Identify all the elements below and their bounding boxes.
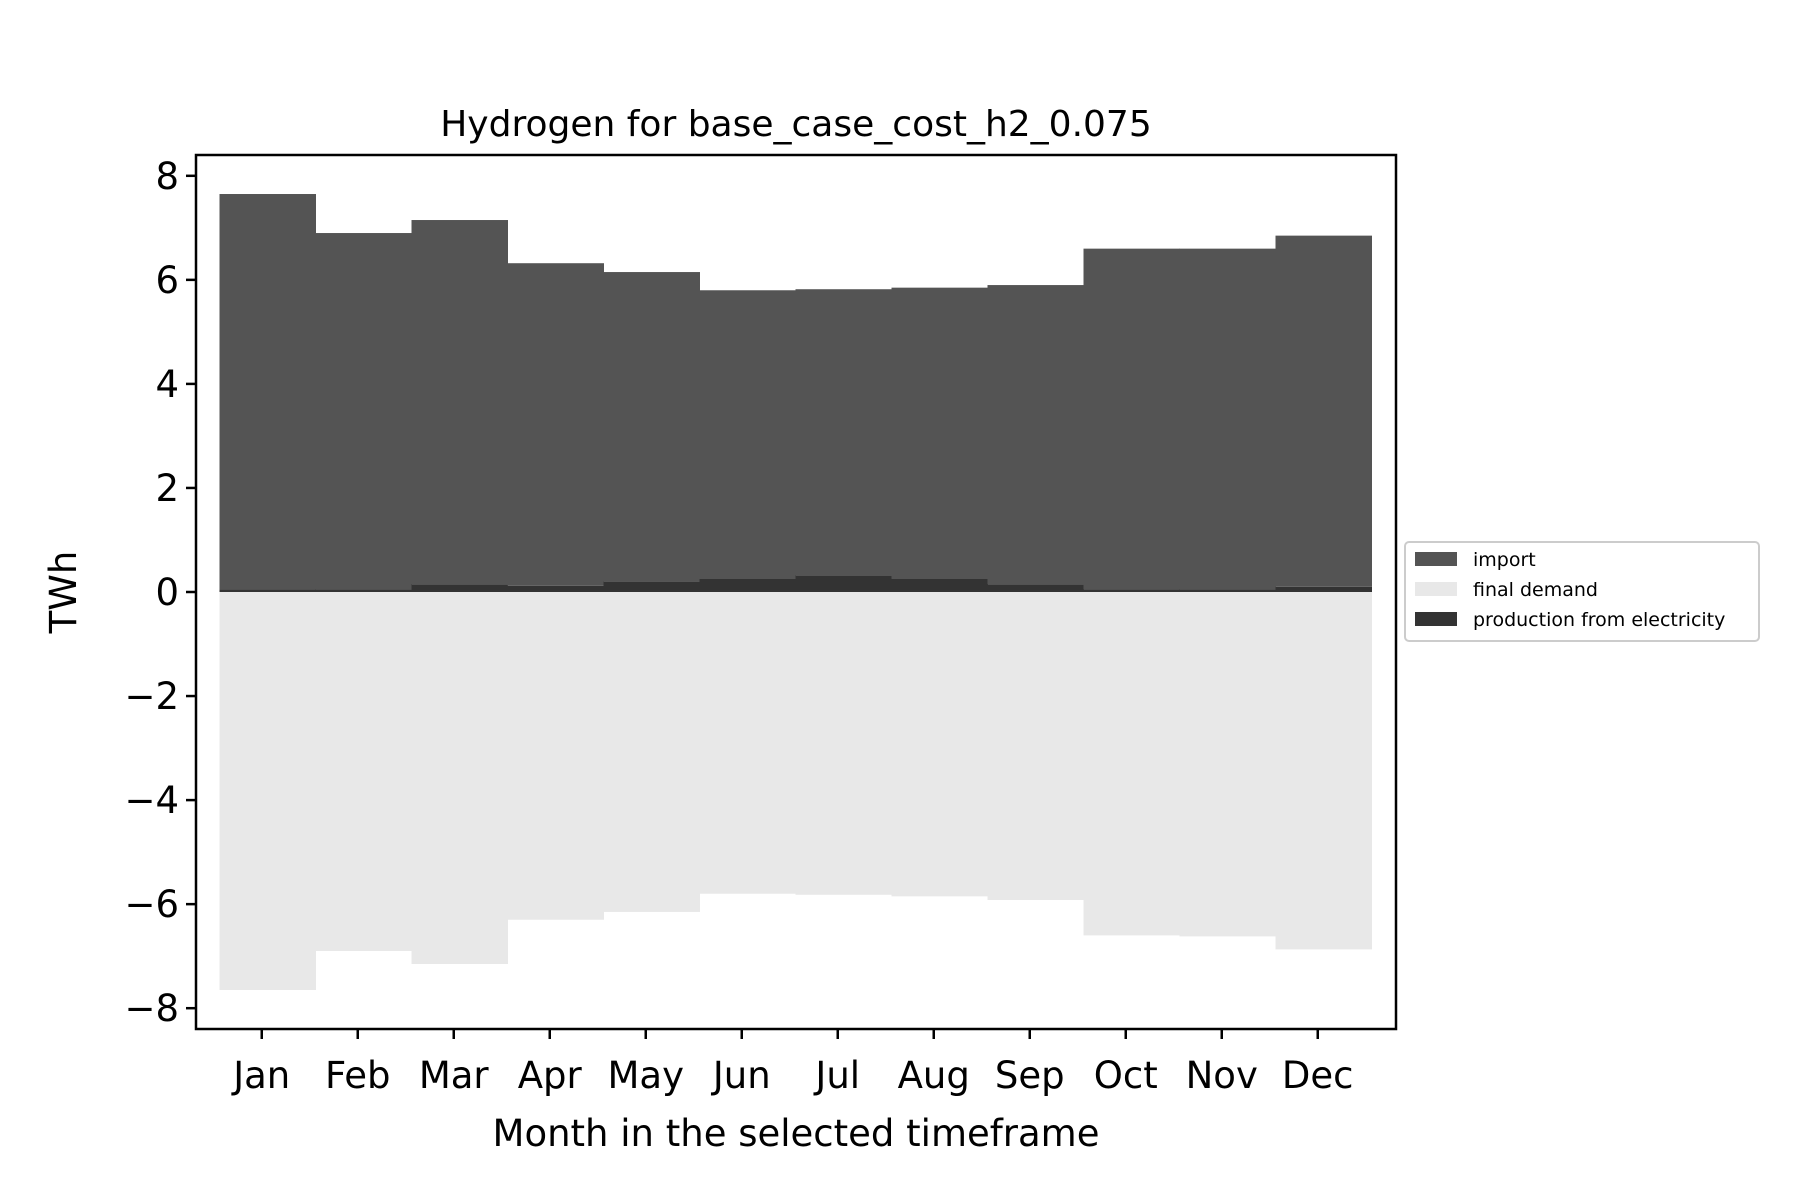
y-tick-label: 0: [155, 571, 179, 614]
y-tick-label: −2: [124, 675, 179, 718]
bar-production-from-electricity-nov: [1179, 589, 1276, 592]
y-tick-label: 8: [155, 155, 179, 198]
x-tick-label-mar: Mar: [419, 1054, 490, 1097]
x-tick-label-may: May: [607, 1054, 684, 1097]
bar-import-sep: [987, 285, 1084, 585]
legend-label-final-demand: final demand: [1473, 579, 1598, 601]
bar-import-oct: [1083, 248, 1180, 590]
bar-import-nov: [1179, 248, 1276, 590]
y-axis-label: TWh: [42, 551, 85, 635]
bar-import-dec: [1275, 235, 1372, 587]
bar-final-demand-oct: [1083, 592, 1180, 936]
legend-label-production-from-electricity: production from electricity: [1473, 609, 1725, 631]
bar-final-demand-apr: [507, 592, 604, 920]
bar-production-from-electricity-sep: [987, 584, 1084, 592]
bars-layer: [219, 194, 1372, 990]
bar-final-demand-dec: [1275, 592, 1372, 950]
bar-production-from-electricity-may: [603, 581, 700, 592]
bar-final-demand-aug: [891, 592, 988, 897]
legend-swatch-import: [1415, 552, 1457, 566]
bar-production-from-electricity-oct: [1083, 589, 1180, 592]
x-axis-label: Month in the selected timeframe: [493, 1112, 1100, 1155]
bar-production-from-electricity-jun: [699, 578, 796, 592]
y-axis: 8 6 4 2 0 −2 −4 −6 −8: [124, 155, 196, 1030]
bar-production-from-electricity-dec: [1275, 586, 1372, 592]
bar-production-from-electricity-mar: [411, 584, 508, 592]
bar-final-demand-may: [603, 592, 700, 912]
bar-import-jun: [699, 290, 796, 579]
legend-swatch-production-from-electricity: [1415, 612, 1457, 626]
x-tick-label-jun: Jun: [711, 1054, 771, 1097]
x-tick-label-feb: Feb: [325, 1054, 391, 1097]
bar-import-mar: [411, 220, 508, 585]
legend-label-import: import: [1473, 549, 1536, 571]
x-tick-label-oct: Oct: [1094, 1054, 1158, 1097]
bar-final-demand-mar: [411, 592, 508, 964]
bar-import-aug: [891, 287, 988, 579]
x-tick-label-aug: Aug: [898, 1054, 970, 1097]
x-tick-label-jan: Jan: [231, 1054, 290, 1097]
y-tick-label: 2: [155, 467, 179, 510]
bar-import-apr: [507, 263, 604, 586]
bar-production-from-electricity-aug: [891, 578, 988, 592]
bar-final-demand-nov: [1179, 592, 1276, 937]
legend-swatch-final-demand: [1415, 582, 1457, 596]
x-tick-label-dec: Dec: [1282, 1054, 1354, 1097]
bar-final-demand-jun: [699, 592, 796, 894]
bar-production-from-electricity-apr: [507, 585, 604, 592]
legend: import final demand production from electr…: [1404, 541, 1760, 642]
bar-import-feb: [315, 233, 412, 590]
x-tick-label-sep: Sep: [995, 1054, 1065, 1097]
x-tick-label-nov: Nov: [1186, 1054, 1258, 1097]
y-tick-label: −6: [124, 883, 179, 926]
legend-frame: [1404, 541, 1760, 642]
bar-import-jan: [219, 194, 316, 590]
bar-import-may: [603, 272, 700, 582]
x-tick-label-jul: Jul: [813, 1054, 860, 1097]
y-tick-label: −4: [124, 779, 179, 822]
bar-final-demand-jul: [795, 592, 892, 895]
bar-production-from-electricity-jul: [795, 575, 892, 592]
bar-import-jul: [795, 289, 892, 576]
y-tick-label: 4: [155, 363, 179, 406]
bar-final-demand-sep: [987, 592, 1084, 900]
bar-production-from-electricity-feb: [315, 589, 412, 592]
bar-final-demand-jan: [219, 592, 316, 990]
y-tick-label: 6: [155, 259, 179, 302]
bar-final-demand-feb: [315, 592, 412, 951]
bar-production-from-electricity-jan: [219, 589, 316, 592]
chart-title: Hydrogen for base_case_cost_h2_0.075: [440, 104, 1152, 145]
x-tick-label-apr: Apr: [518, 1054, 583, 1097]
x-axis: Jan Feb Mar Apr May Jun Jul Aug Sep Oct Nov Dec: [231, 1029, 1354, 1097]
y-tick-label: −8: [124, 987, 179, 1030]
